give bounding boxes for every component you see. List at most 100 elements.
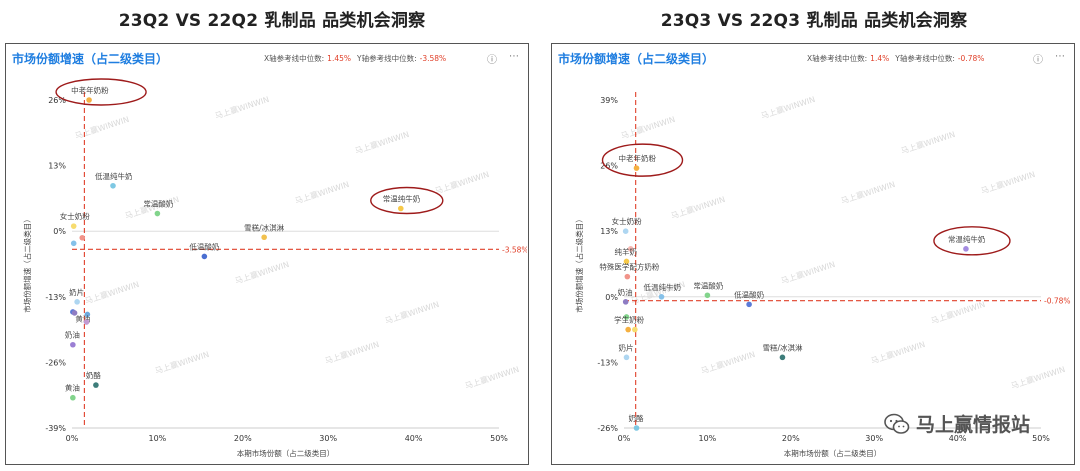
x-axis-label: 本期市场份额（占二级类目） [237, 448, 335, 458]
data-point-label: 雪糕/冰淇淋 [244, 222, 285, 232]
data-point [397, 205, 404, 212]
watermark-text: 马上赢WINWIN [760, 94, 817, 121]
right-x-ref-label: X轴参考线中位数: [807, 54, 868, 63]
watermark-text: 马上赢WINWIN [1010, 364, 1067, 391]
watermark-text: 马上赢WINWIN [840, 179, 897, 206]
y-tick-label: -26% [45, 358, 66, 367]
y-tick-label: 26% [48, 96, 66, 105]
watermark-text: 马上赢WINWIN [780, 259, 837, 286]
watermark-text: 马上赢WINWIN [324, 339, 381, 366]
brand-watermark: 马上赢情报站 [884, 410, 1030, 437]
x-tick-label: 50% [490, 434, 508, 443]
watermark-text: 马上赢WINWIN [354, 129, 411, 156]
info-icon[interactable]: ⓘ [1033, 55, 1043, 66]
x-tick-label: 40% [949, 434, 967, 443]
right-y-ref-value: -0.78% [957, 54, 985, 63]
watermark-text: 马上赢WINWIN [670, 194, 727, 221]
x-tick-label: 50% [1032, 434, 1050, 443]
right-y-ref-label: Y轴参考线中位数: [895, 54, 955, 63]
y-tick-label: 13% [600, 227, 618, 236]
watermark-text: 马上赢WINWIN [700, 349, 757, 376]
watermark-text: 马上赢WINWIN [294, 179, 351, 206]
y-tick-label: 0% [53, 227, 66, 236]
more-options-icon[interactable]: ⋯ [1055, 51, 1065, 62]
data-point [74, 299, 80, 305]
data-point-label: 特殊医学配方奶粉 [599, 262, 659, 272]
brand-name: 马上赢情报站 [915, 414, 1030, 436]
x-tick-label: 0% [618, 434, 631, 443]
data-point-label: 奶油 [618, 287, 633, 297]
watermark-text: 马上赢WINWIN [384, 299, 441, 326]
right-chart-panel: 市场份额增速（占二级类目） X轴参考线中位数: 1.4% Y轴参考线中位数: -0.7… [551, 43, 1075, 465]
y-tick-label: 0% [605, 293, 618, 302]
data-point-label: 雪糕/冰淇淋 [762, 342, 803, 352]
y-tick-label: 13% [48, 162, 66, 171]
y-reference-value-label: -3.58% [502, 245, 527, 254]
wechat-icon [884, 413, 910, 434]
more-options-icon[interactable]: ⋯ [509, 51, 519, 62]
left-x-ref-label: X轴参考线中位数: [264, 54, 325, 63]
data-point-label: 女士奶粉 [612, 216, 642, 226]
data-point [622, 228, 629, 234]
x-tick-label: 30% [319, 434, 337, 443]
data-point [625, 326, 631, 333]
left-y-ref-value: -3.58% [419, 54, 447, 63]
right-ref-info: X轴参考线中位数: 1.4% Y轴参考线中位数: -0.78% [807, 53, 990, 64]
data-point-label: 黄油 [75, 313, 90, 323]
watermark-text: 马上赢WINWIN [464, 364, 521, 391]
data-point [93, 382, 99, 388]
left-chart-panel: 市场份额增速（占二级类目） X轴参考线中位数: 1.45% Y轴参考线中位数: -3.… [5, 43, 529, 465]
watermark-text: 马上赢WINWIN [214, 94, 271, 121]
right-panel-header: 市场份额增速（占二级类目） X轴参考线中位数: 1.4% Y轴参考线中位数: -0.7… [552, 44, 1074, 72]
left-x-ref-value: 1.45% [327, 54, 351, 63]
data-point-label: 低温酸奶 [734, 289, 764, 299]
data-point [633, 425, 640, 431]
data-point [632, 326, 638, 333]
data-point-label: 纯羊奶 [615, 246, 638, 256]
right-main-title: 23Q3 VS 22Q3 乳制品 品类机会洞察 [660, 11, 968, 31]
left-panel-header: 市场份额增速（占二级类目） X轴参考线中位数: 1.45% Y轴参考线中位数: -3.… [6, 44, 528, 72]
data-point [704, 292, 711, 299]
data-point-label: 奶酪 [86, 370, 101, 380]
data-point [110, 182, 116, 189]
y-reference-value-label: -0.78% [1044, 297, 1071, 306]
data-point-label: 黄油 [65, 383, 80, 393]
data-point [779, 354, 786, 361]
watermark-text: 马上赢WINWIN [870, 339, 927, 366]
data-point [746, 301, 752, 308]
data-point [86, 97, 92, 103]
data-point [622, 299, 629, 305]
left-y-ref-label: Y轴参考线中位数: [357, 54, 417, 63]
data-point [623, 314, 630, 320]
x-axis-label: 本期市场份额（占二级类目） [784, 448, 882, 458]
watermark-text: 马上赢WINWIN [154, 349, 211, 376]
data-point [83, 319, 90, 325]
data-point-label: 低温酸奶 [189, 241, 219, 251]
x-tick-label: 20% [234, 434, 252, 443]
annotation-circle [370, 186, 444, 215]
data-point-label: 常温酸奶 [693, 280, 723, 290]
y-axis-label: 市场份额增速（占二级类目） [22, 215, 32, 313]
data-point-label: 奶酪 [629, 413, 644, 423]
data-point [623, 354, 630, 361]
x-tick-label: 40% [405, 434, 423, 443]
info-icon[interactable]: ⓘ [487, 55, 497, 66]
y-tick-label: -13% [597, 358, 618, 367]
watermark-text: 马上赢WINWIN [84, 279, 141, 306]
data-point [70, 394, 76, 401]
data-point [633, 165, 640, 171]
data-point-label: 中老年奶粉 [71, 85, 109, 95]
data-point [627, 246, 634, 252]
y-tick-label: -13% [45, 293, 66, 302]
data-point-label: 低温纯牛奶 [95, 171, 133, 181]
right-panel-title: 市场份额增速（占二级类目） [558, 52, 715, 66]
left-main-title: 23Q2 VS 22Q2 乳制品 品类机会洞察 [118, 11, 426, 31]
x-tick-label: 30% [865, 434, 883, 443]
x-tick-label: 10% [699, 434, 717, 443]
data-point [84, 311, 91, 318]
data-point [963, 246, 969, 252]
data-point [70, 223, 77, 229]
data-point-label: 常温纯牛奶 [383, 193, 421, 203]
data-point-label: 低温纯牛奶 [644, 282, 682, 292]
right-scatter-plot: 马上赢WINWIN 马上赢WINWIN 马上赢WINWIN 马上赢WINWIN 马上赢W… [574, 92, 1071, 458]
